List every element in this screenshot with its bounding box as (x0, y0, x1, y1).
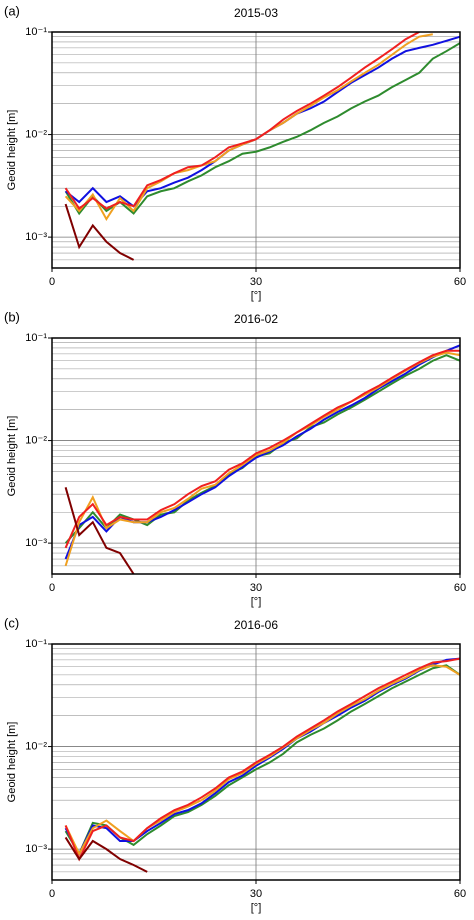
series-line (64, 836, 148, 873)
panel: (a) 2015-03 Geoid height [m] [°] 10⁻³ 10⁻² 10⁻… (4, 3, 466, 301)
x-tick-label: 60 (454, 582, 466, 594)
panel-title: 2016-06 (234, 618, 278, 632)
series-line (64, 487, 135, 574)
x-tick-label: 60 (454, 276, 466, 288)
series-line (64, 32, 420, 210)
x-tick-label: 0 (49, 276, 55, 288)
y-tick-label: 10⁻² (25, 740, 47, 752)
plot-frame (51, 337, 461, 575)
panel-label: (a) (4, 3, 20, 18)
x-tick-label: 30 (250, 888, 262, 900)
series-line (64, 33, 433, 222)
x-tick-label: 30 (250, 276, 262, 288)
x-tick-label: 0 (49, 888, 55, 900)
series-line (64, 35, 460, 208)
x-axis-label: [°] (251, 902, 262, 914)
y-tick-label: 10⁻¹ (25, 332, 47, 344)
y-axis-label: Geoid height [m] (6, 110, 18, 191)
y-axis-label: Geoid height [m] (6, 416, 18, 497)
series-line (64, 664, 460, 857)
panel-title: 2016-02 (234, 312, 278, 326)
panel-label: (b) (4, 309, 20, 324)
series-line (64, 354, 460, 544)
series-line (64, 351, 460, 567)
series-line (64, 42, 460, 216)
panel-label: (c) (4, 615, 19, 630)
x-tick-label: 30 (250, 582, 262, 594)
y-tick-label: 10⁻¹ (25, 26, 47, 38)
panel: (b) 2016-02 Geoid height [m] [°] 10⁻³ 10⁻² 10⁻… (4, 309, 466, 607)
y-tick-label: 10⁻² (25, 128, 47, 140)
y-tick-label: 10⁻³ (25, 231, 47, 243)
series-line (64, 657, 460, 862)
x-tick-label: 60 (454, 888, 466, 900)
panel: (c) 2016-06 Geoid height [m] [°] 10⁻³ 10⁻² 10⁻… (4, 615, 466, 913)
panel-title: 2015-03 (234, 6, 278, 20)
series-line (64, 349, 460, 549)
y-tick-label: 10⁻³ (25, 843, 47, 855)
y-tick-label: 10⁻² (25, 434, 47, 446)
x-axis-label: [°] (251, 596, 262, 608)
y-axis-label: Geoid height [m] (6, 722, 18, 803)
y-tick-label: 10⁻¹ (25, 638, 47, 650)
x-tick-label: 0 (49, 582, 55, 594)
series-line (64, 203, 135, 261)
x-axis-label: [°] (251, 290, 262, 302)
y-tick-label: 10⁻³ (25, 537, 47, 549)
plot-frame (51, 31, 461, 269)
plot-frame (51, 643, 461, 881)
series-line (64, 664, 460, 856)
